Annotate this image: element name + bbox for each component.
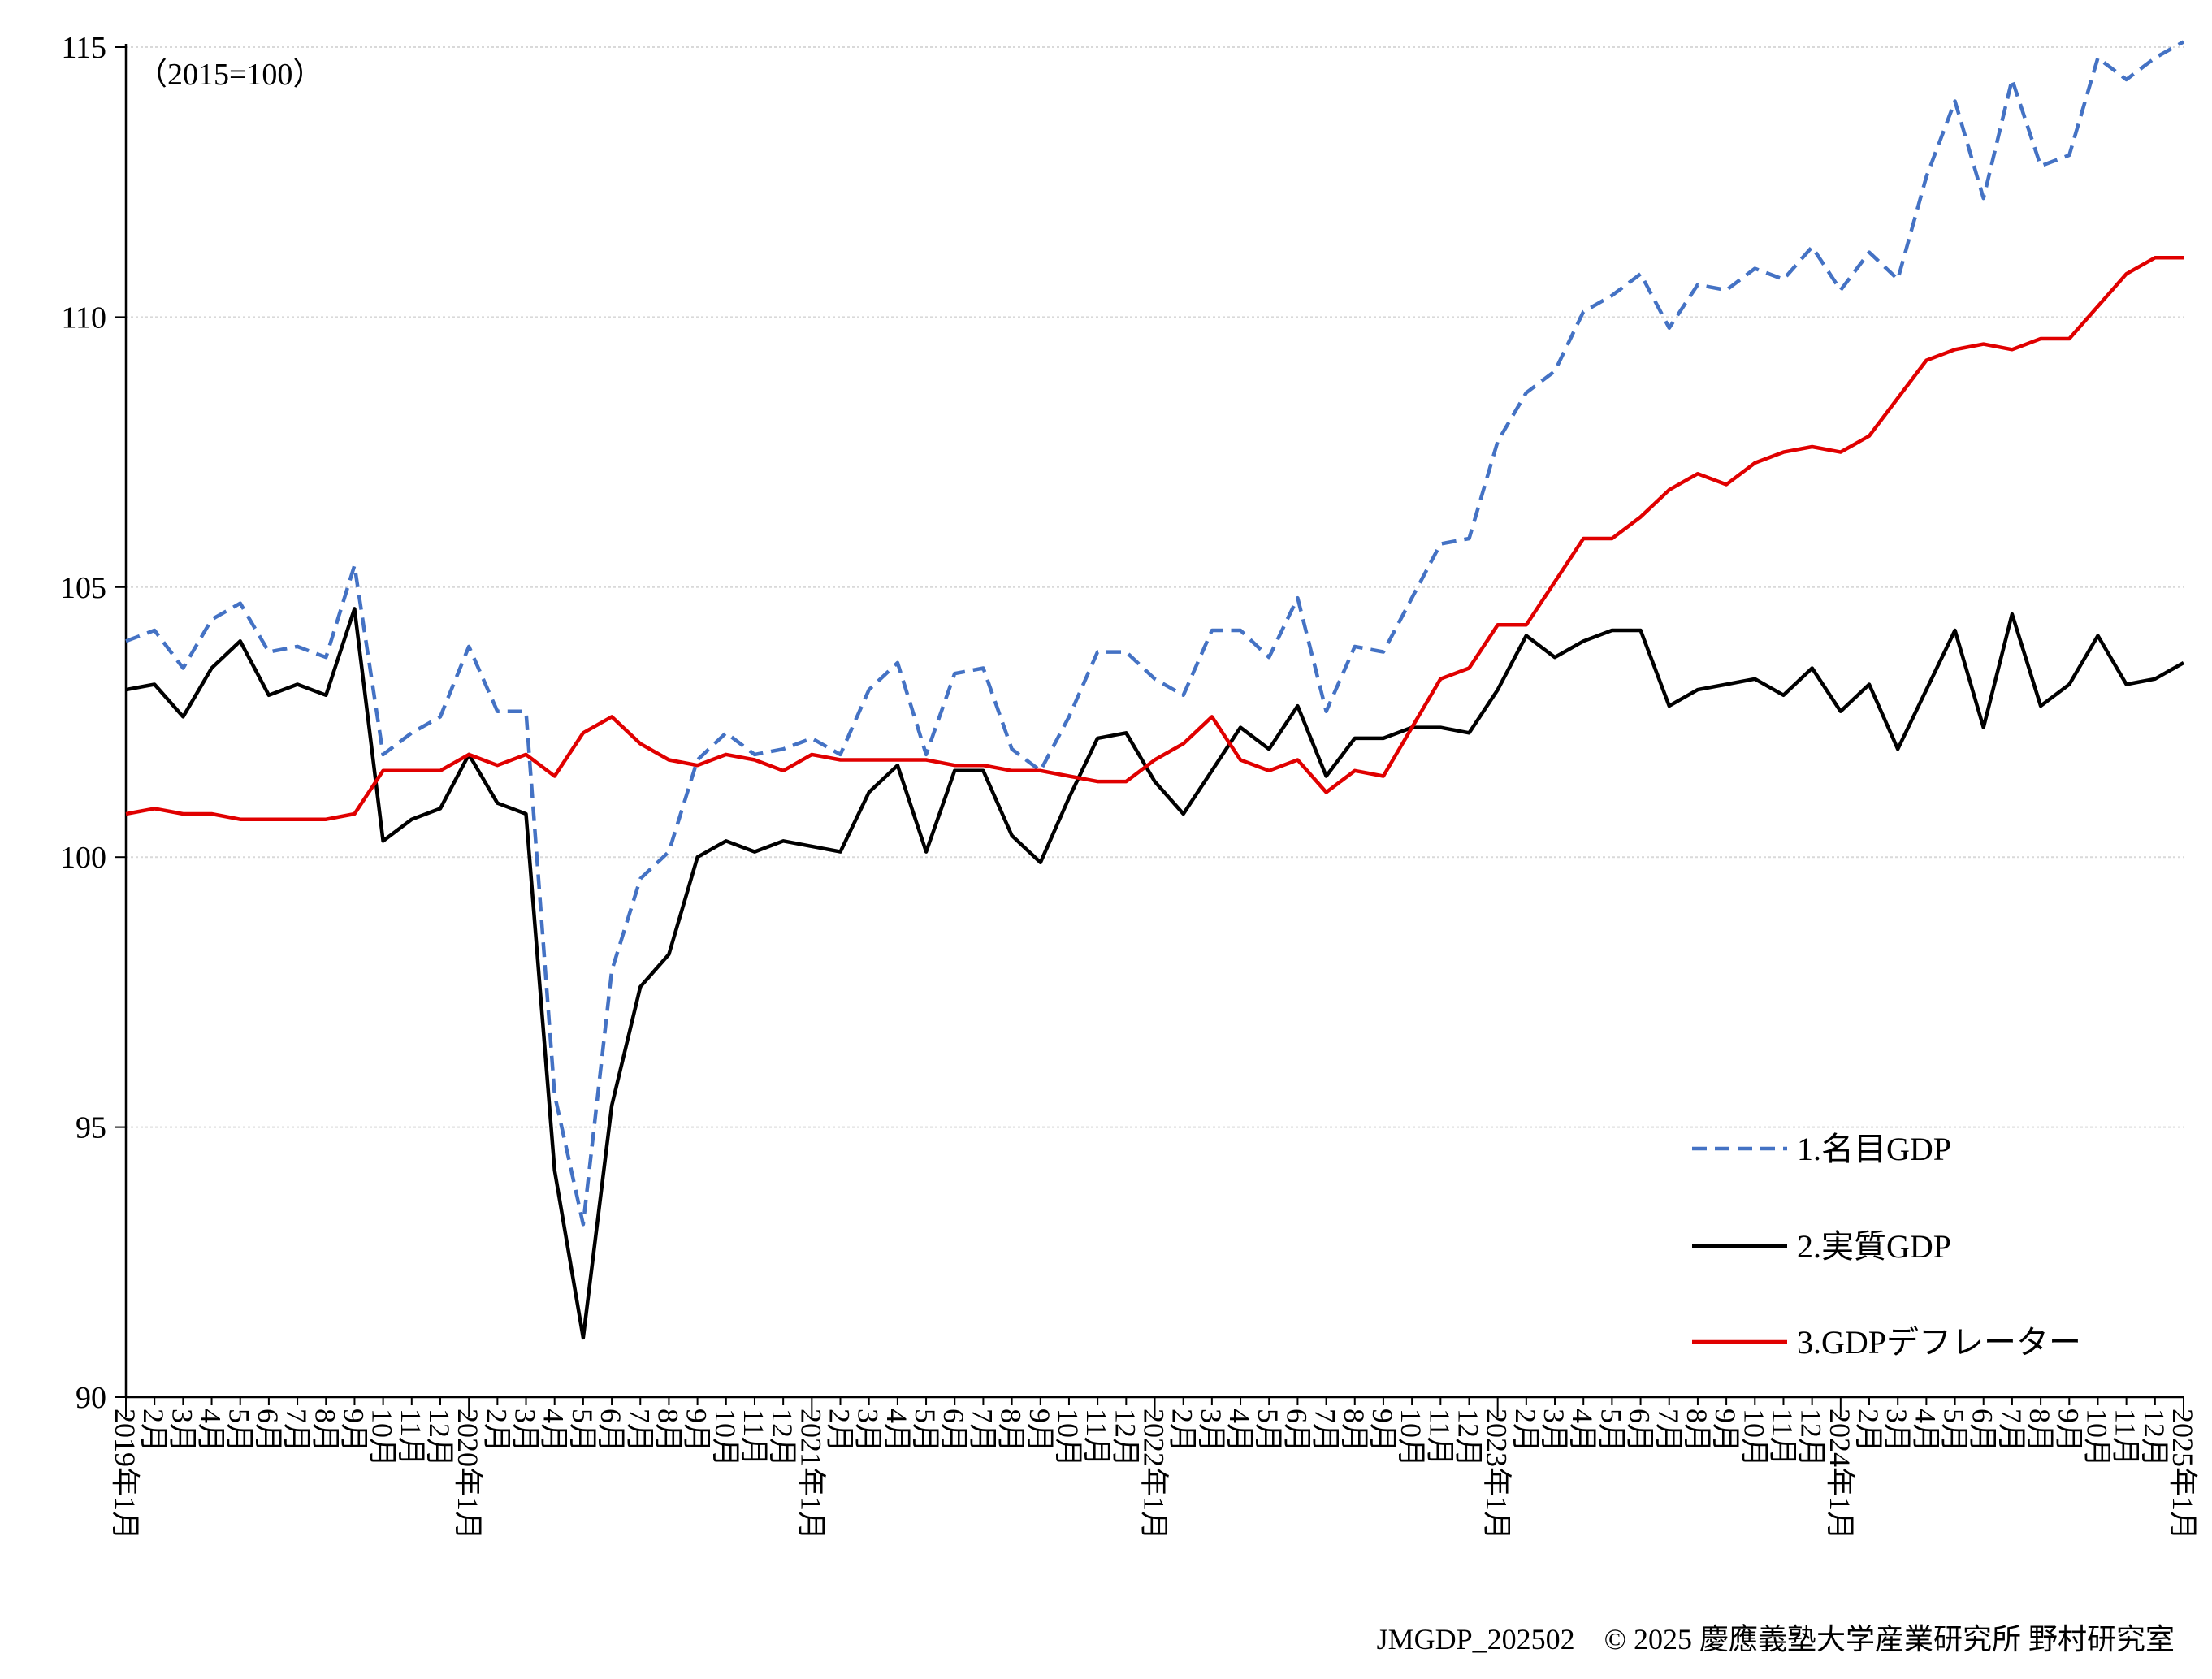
- x-tick-label: 9月: [681, 1409, 713, 1452]
- axes: [115, 44, 2184, 1417]
- x-tick-label: 3月: [166, 1409, 198, 1452]
- x-tick-label: 7月: [1309, 1409, 1342, 1452]
- x-tick-label: 4月: [538, 1409, 570, 1452]
- legend-label-1: 1.名目GDP: [1797, 1131, 1951, 1167]
- legend-label-2: 2.実質GDP: [1797, 1228, 1951, 1265]
- x-tick-label: 10月: [709, 1409, 742, 1467]
- x-tick-label: 2020年1月: [452, 1409, 484, 1540]
- y-tick-label: 100: [60, 841, 106, 875]
- x-tick-label: 6月: [595, 1409, 627, 1452]
- x-tick-label: 11月: [395, 1409, 427, 1466]
- x-tick-label: 11月: [1423, 1409, 1456, 1466]
- x-tick-label: 7月: [623, 1409, 656, 1452]
- x-tick-label: 3月: [1881, 1409, 1913, 1452]
- x-tick-label: 9月: [1709, 1409, 1742, 1452]
- x-tick-label: 5月: [1595, 1409, 1627, 1452]
- x-tick-label: 2025年1月: [2167, 1409, 2199, 1540]
- x-tick-label: 8月: [1681, 1409, 1713, 1452]
- x-tick-label: 10月: [366, 1409, 399, 1467]
- x-tick-label: 6月: [937, 1409, 970, 1452]
- x-tick-label: 8月: [995, 1409, 1028, 1452]
- x-tick-label: 4月: [1223, 1409, 1256, 1452]
- x-tick-label: 5月: [223, 1409, 256, 1452]
- x-tick-label: 5月: [1938, 1409, 1971, 1452]
- x-tick-label: 2月: [1167, 1409, 1199, 1452]
- x-tick-label: 7月: [966, 1409, 998, 1452]
- x-tick-label: 12月: [766, 1409, 799, 1467]
- x-tick-label: 6月: [252, 1409, 284, 1452]
- x-tick-label: 11月: [1080, 1409, 1113, 1466]
- x-tick-label: 4月: [195, 1409, 227, 1452]
- x-tick-label: 2月: [480, 1409, 513, 1452]
- x-tick-label: 7月: [1995, 1409, 2028, 1452]
- x-tick-label: 12月: [2138, 1409, 2171, 1467]
- x-tick-label: 10月: [2080, 1409, 2113, 1467]
- x-tick-label: 2023年1月: [1481, 1409, 1513, 1540]
- x-tick-label: 9月: [337, 1409, 370, 1452]
- x-tick-label: 6月: [1967, 1409, 1999, 1452]
- x-tick-label: 9月: [2052, 1409, 2084, 1452]
- x-tick-label: 2021年1月: [794, 1409, 827, 1540]
- x-tick-label: 8月: [1338, 1409, 1370, 1452]
- gridlines: [126, 46, 2184, 1128]
- x-tick-label: 9月: [1366, 1409, 1399, 1452]
- x-tick-label: 10月: [1738, 1409, 1770, 1467]
- x-tick-label: 2022年1月: [1138, 1409, 1171, 1540]
- x-tick-label: 3月: [1538, 1409, 1570, 1452]
- series-line-3: [125, 256, 2184, 821]
- x-tick-label: 5月: [566, 1409, 599, 1452]
- legend: 1.名目GDP 2.実質GDP 3.GDPデフレーター: [1692, 1131, 2081, 1361]
- y-tick-label: 115: [61, 31, 106, 65]
- x-tick-label: 4月: [1909, 1409, 1941, 1452]
- x-tick-label: 2019年1月: [109, 1409, 141, 1540]
- series-lines: [125, 40, 2185, 1340]
- x-tick-label: 12月: [423, 1409, 456, 1467]
- x-tick-label: 2024年1月: [1824, 1409, 1856, 1540]
- x-tick-labels: 2019年1月2月3月4月5月6月7月8月9月10月11月12月2020年1月2…: [109, 1409, 2199, 1540]
- x-tick-label: 5月: [1252, 1409, 1284, 1452]
- x-tick-label: 2月: [137, 1409, 170, 1452]
- x-tick-label: 8月: [2024, 1409, 2056, 1452]
- x-tick-label: 9月: [1024, 1409, 1056, 1452]
- y-tick-labels: 90 95 100 105 110 115: [60, 31, 106, 1415]
- x-tick-label: 12月: [1452, 1409, 1484, 1467]
- x-tick-label: 10月: [1052, 1409, 1084, 1467]
- x-tick-label: 4月: [1566, 1409, 1599, 1452]
- x-tick-label: 3月: [509, 1409, 542, 1452]
- x-tick-label: 10月: [1395, 1409, 1427, 1467]
- x-tick-label: 7月: [1652, 1409, 1685, 1452]
- x-tick-label: 11月: [1766, 1409, 1799, 1466]
- x-tick-label: 11月: [738, 1409, 770, 1466]
- x-tick-label: 6月: [1624, 1409, 1656, 1452]
- y-tick-label: 105: [60, 571, 106, 605]
- x-tick-label: 7月: [280, 1409, 313, 1452]
- legend-label-3: 3.GDPデフレーター: [1797, 1324, 2081, 1361]
- x-tick-label: 5月: [909, 1409, 942, 1452]
- source-footer: JMGDP_202502 © 2025 慶應義塾大学産業研究所 野村研究室: [1376, 1623, 2175, 1655]
- x-tick-label: 2月: [1509, 1409, 1542, 1452]
- y-tick-label: 110: [61, 301, 106, 335]
- x-tick-label: 4月: [881, 1409, 913, 1452]
- x-tick-label: 6月: [1280, 1409, 1313, 1452]
- y-tick-label: 95: [76, 1111, 106, 1145]
- x-tick-label: 2月: [824, 1409, 856, 1452]
- x-tick-label: 3月: [1195, 1409, 1227, 1452]
- x-tick-label: 11月: [2110, 1409, 2142, 1466]
- x-tick-label: 12月: [1109, 1409, 1141, 1467]
- x-tick-label: 3月: [852, 1409, 885, 1452]
- y-tick-label: 90: [76, 1381, 106, 1415]
- series-line-1: [125, 40, 2185, 1227]
- x-tick-label: 12月: [1795, 1409, 1828, 1467]
- x-tick-label: 8月: [651, 1409, 684, 1452]
- x-tick-label: 8月: [309, 1409, 341, 1452]
- x-tick-label: 2月: [1852, 1409, 1885, 1452]
- unit-label: （2015=100）: [136, 58, 323, 92]
